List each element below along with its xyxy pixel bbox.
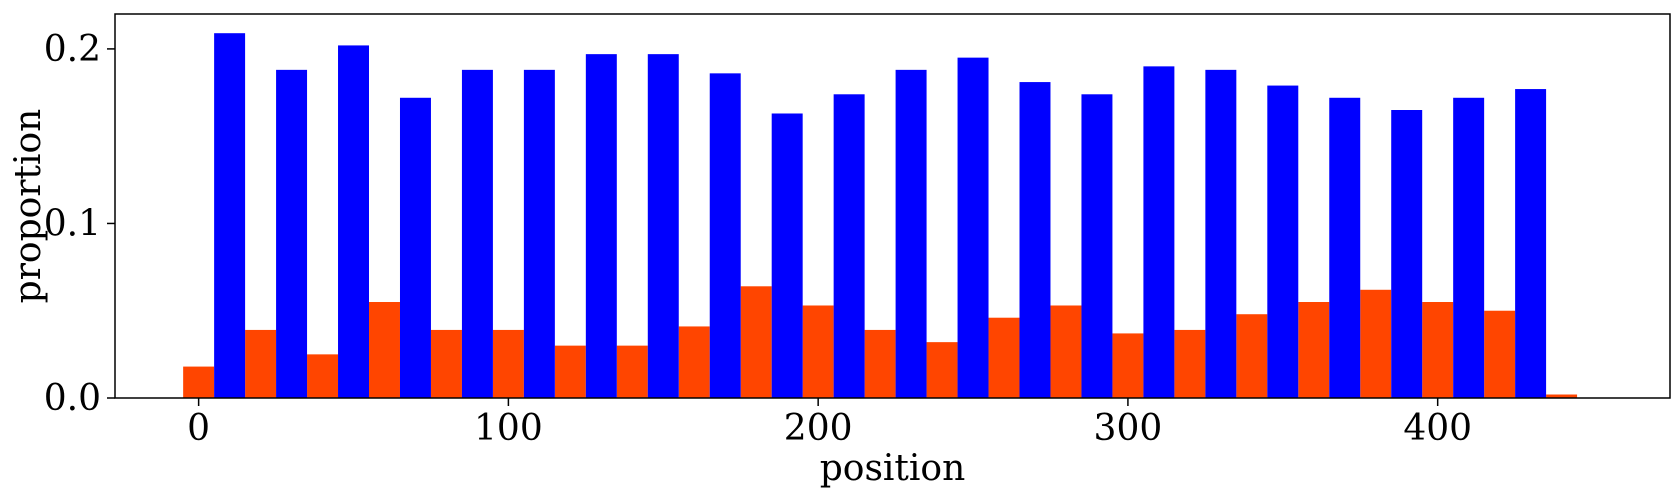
x-axis: 0 100 200 300 400 — [187, 398, 1472, 449]
x-tick-label: 0 — [187, 408, 210, 449]
bar-series1-440 — [1546, 394, 1578, 398]
bar-series2-350 — [1267, 85, 1299, 399]
bar-series2-230 — [895, 69, 927, 398]
bar-series1-20 — [245, 329, 277, 398]
bar-series1-200 — [802, 305, 834, 398]
bar-series1-300 — [1112, 333, 1144, 398]
bar-series1-120 — [554, 345, 586, 398]
bar-series1-100 — [492, 329, 524, 398]
bar-series1-160 — [678, 326, 710, 398]
y-axis-label: proportion — [8, 109, 49, 304]
bar-series1-140 — [616, 345, 648, 398]
bar-series2-390 — [1391, 110, 1423, 398]
bar-series2-250 — [957, 57, 989, 399]
bar-series2-430 — [1515, 89, 1547, 399]
y-tick-label: 0.1 — [44, 203, 101, 244]
bar-series1-400 — [1422, 302, 1454, 398]
y-tick-label: 0.2 — [44, 29, 101, 70]
y-axis: 0.0 0.1 0.2 — [44, 29, 115, 419]
bar-series2-30 — [276, 69, 308, 398]
x-axis-label: position — [820, 448, 966, 489]
bar-series2-10 — [214, 33, 246, 398]
bar-series1-260 — [988, 317, 1020, 398]
bar-series2-150 — [647, 54, 679, 399]
bar-series1-320 — [1174, 329, 1206, 398]
bar-series1-80 — [430, 329, 462, 398]
bar-series1-360 — [1298, 302, 1330, 398]
bar-series2-90 — [461, 69, 493, 398]
bar-series2-310 — [1143, 66, 1175, 398]
bar-series1-0 — [183, 366, 215, 398]
bar-series1-340 — [1236, 314, 1268, 398]
bar-series2-190 — [771, 113, 803, 398]
bar-series2-70 — [399, 97, 431, 399]
bar-series2-370 — [1329, 97, 1361, 399]
y-tick-label: 0.0 — [44, 378, 101, 419]
bar-series2-410 — [1453, 97, 1485, 399]
bar-series2-50 — [338, 45, 370, 398]
bar-series2-270 — [1019, 82, 1051, 398]
bar-series2-210 — [833, 94, 865, 399]
x-tick-label: 400 — [1403, 408, 1472, 449]
bar-series1-220 — [864, 329, 896, 398]
bar-series2-330 — [1205, 69, 1237, 398]
bar-series1-380 — [1360, 289, 1392, 398]
bar-series1-280 — [1050, 305, 1082, 398]
x-tick-label: 200 — [784, 408, 853, 449]
x-tick-label: 100 — [474, 408, 543, 449]
plot-frame — [114, 13, 1671, 399]
bar-series1-40 — [307, 354, 339, 398]
x-tick-label: 300 — [1094, 408, 1163, 449]
bar-series1-240 — [926, 342, 958, 398]
bar-series2-110 — [523, 69, 555, 398]
bars-layer — [183, 33, 1578, 399]
bar-series1-180 — [740, 286, 772, 398]
bar-series2-170 — [709, 73, 741, 398]
bar-series1-60 — [369, 302, 400, 398]
bar-series1-420 — [1484, 310, 1516, 398]
bar-series2-130 — [585, 54, 617, 399]
bar-series2-290 — [1081, 94, 1113, 399]
